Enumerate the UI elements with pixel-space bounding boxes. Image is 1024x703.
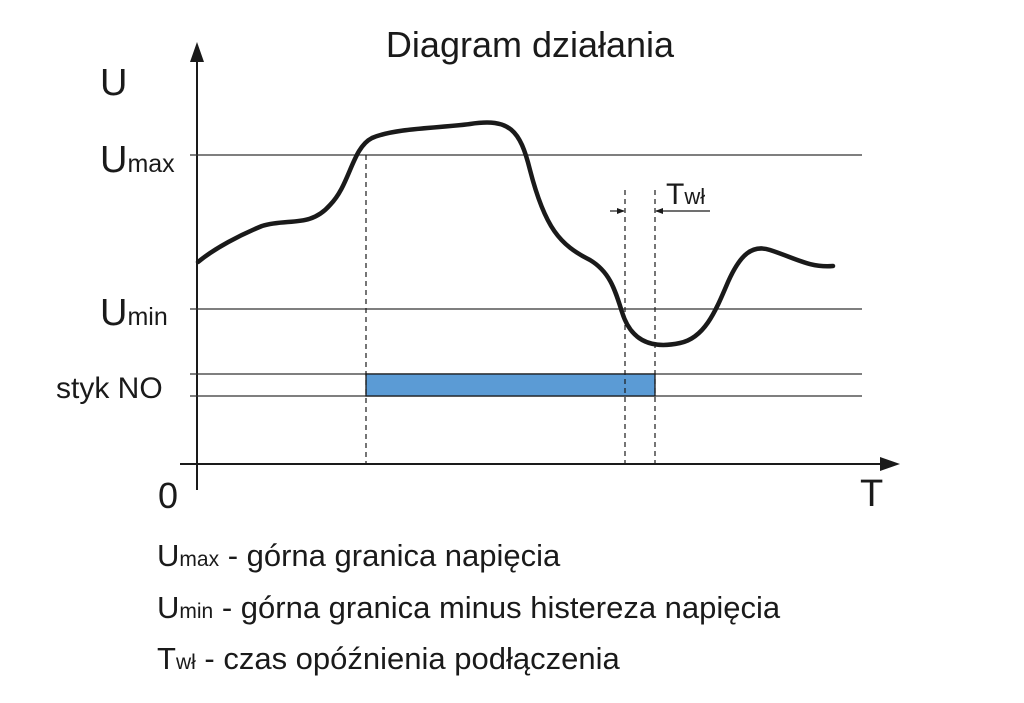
origin-label: 0 xyxy=(158,475,178,516)
legend-twl-text: - czas opóźnienia podłączenia xyxy=(195,641,620,676)
legend-umax: Umax - górna granica napięcia xyxy=(157,540,560,571)
diagram-title: Diagram działania xyxy=(386,24,675,65)
y-axis-arrowhead xyxy=(190,42,204,62)
x-axis-arrowhead xyxy=(880,457,900,471)
voltage-curve xyxy=(195,120,836,348)
legend-umin-text: - górna granica minus histereza napięcia xyxy=(213,590,781,625)
x-axis-label: T xyxy=(860,473,883,515)
delay-label: Twł xyxy=(666,178,705,211)
contact-label: styk NO xyxy=(56,372,163,405)
legend-umax-subscript: max xyxy=(179,548,220,571)
legend-twl-subscript: wł xyxy=(175,651,196,674)
legend-umin: Umin - górna granica minus histereza nap… xyxy=(157,592,780,623)
legend-umin-symbol: U xyxy=(157,590,180,625)
legend-twl-symbol: T xyxy=(157,641,176,676)
umax-label: Umax xyxy=(100,139,175,181)
legend-twl: Twł - czas opóźnienia podłączenia xyxy=(157,643,620,674)
umin-label: Umin xyxy=(100,292,168,334)
y-axis-label: U xyxy=(100,62,127,104)
contact-active-bar xyxy=(365,373,656,397)
legend-umax-symbol: U xyxy=(157,538,180,573)
legend-umax-text: - górna granica napięcia xyxy=(219,538,561,573)
legend-umin-subscript: min xyxy=(179,600,214,623)
